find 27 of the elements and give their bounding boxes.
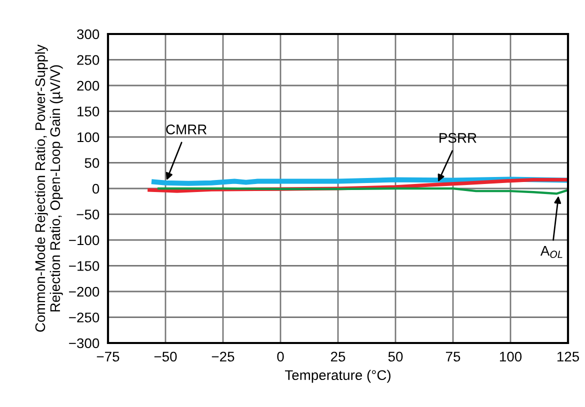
- y-tick-label: −100: [69, 235, 100, 246]
- annotation: PSRR: [440, 133, 476, 143]
- x-tick-label: 25: [330, 352, 346, 362]
- y-tick-label: 100: [78, 132, 100, 142]
- y-tick-label: −300: [69, 338, 100, 348]
- y-tick-label: 200: [77, 80, 100, 91]
- y-axis-title: Common-Mode Rejection Ratio, Power-Supply Rejection Ratio, Open-Loop Gain (µV/V): [34, 44, 63, 332]
- y-tick-label: −250: [69, 312, 100, 322]
- y-tick-label: 250: [77, 55, 100, 65]
- y-tick-label: −50: [76, 210, 100, 220]
- x-tick-label: 100: [500, 352, 522, 362]
- x-tick-label: 125: [557, 352, 580, 362]
- x-tick-label: 50: [388, 352, 403, 362]
- x-tick-label: −50: [154, 352, 177, 362]
- y-tick-label: 300: [77, 29, 100, 40]
- y-tick-label: 150: [78, 106, 100, 116]
- x-tick-label: −75: [96, 352, 120, 362]
- y-tick-label: 50: [84, 158, 100, 168]
- x-tick-label: 0: [277, 352, 284, 362]
- annotation: CMRR: [166, 124, 207, 134]
- y-tick-label: 0: [92, 184, 100, 194]
- x-axis-title: Temperature (°C): [284, 370, 390, 383]
- x-tick-label: −25: [212, 352, 234, 362]
- annotation: A$_{OL}$: [540, 246, 562, 258]
- y-tick-label: −150: [69, 261, 100, 271]
- y-tick-label: −200: [69, 286, 100, 297]
- x-tick-label: 75: [446, 352, 460, 362]
